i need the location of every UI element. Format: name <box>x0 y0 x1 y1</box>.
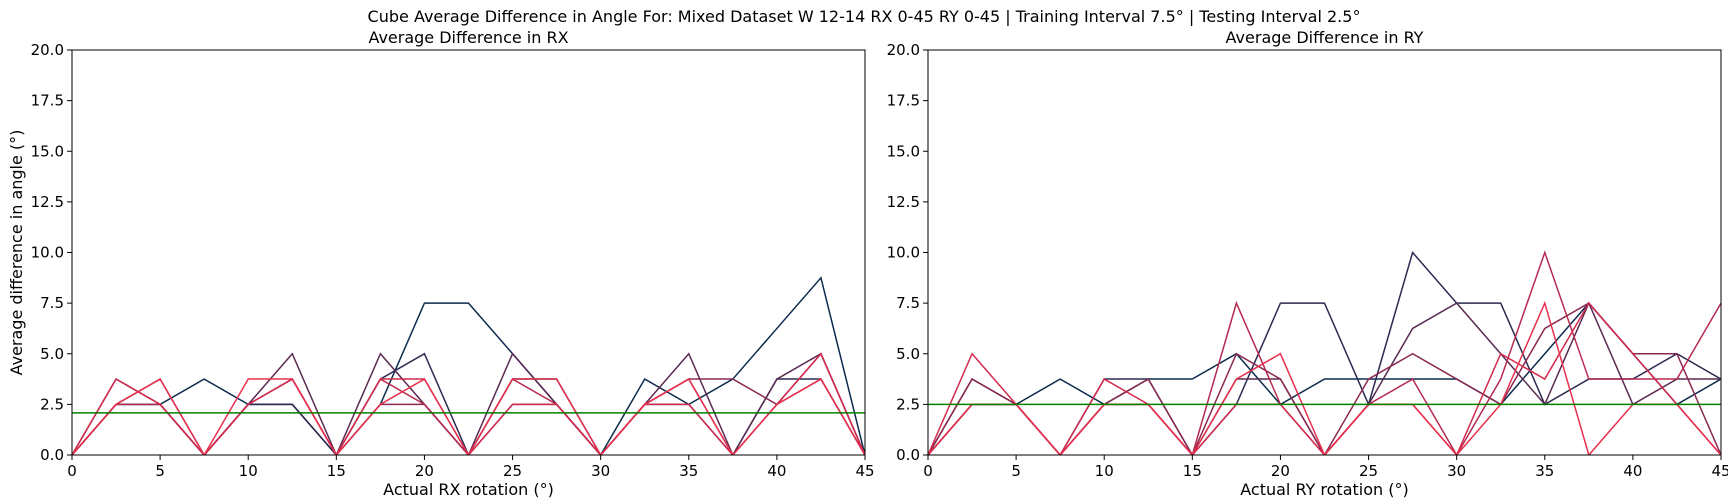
y-tick-label: 10.0 <box>887 244 920 262</box>
series-line-5 <box>928 250 1721 455</box>
y-tick-label: 17.5 <box>887 92 920 110</box>
y-tick-label: 20.0 <box>31 41 64 59</box>
series-line-7 <box>72 378 865 455</box>
y-tick-label: 5.0 <box>896 345 920 363</box>
series-line-4 <box>72 352 865 455</box>
x-tick-label: 15 <box>1183 462 1202 480</box>
y-tick-label: 0.0 <box>40 446 64 464</box>
y-tick-label: 15.0 <box>31 142 64 160</box>
y-tick-label: 0.0 <box>896 446 920 464</box>
y-tick-label: 2.5 <box>40 395 64 413</box>
y-tick-label: 17.5 <box>31 92 64 110</box>
series-line-5 <box>72 378 865 455</box>
plot-area <box>928 250 1721 455</box>
axes-frame <box>71 49 866 456</box>
y-axis-label: Average difference in angle (°) <box>7 130 26 376</box>
plot-area <box>72 276 865 455</box>
x-tick-label: 35 <box>679 462 698 480</box>
x-tick-label: 0 <box>923 462 933 480</box>
x-tick-label: 45 <box>1711 462 1728 480</box>
y-tick-label: 5.0 <box>40 345 64 363</box>
series-line-6 <box>928 301 1721 455</box>
x-tick-label: 20 <box>1271 462 1290 480</box>
x-tick-label: 30 <box>591 462 610 480</box>
axes-frame <box>927 49 1722 456</box>
x-tick-label: 20 <box>415 462 434 480</box>
y-tick-label: 12.5 <box>887 193 920 211</box>
series-line-1 <box>72 276 865 455</box>
x-tick-label: 10 <box>239 462 258 480</box>
x-tick-label: 10 <box>1095 462 1114 480</box>
x-tick-label: 30 <box>1447 462 1466 480</box>
x-tick-label: 5 <box>1011 462 1021 480</box>
x-tick-label: 40 <box>1623 462 1642 480</box>
x-tick-label: 40 <box>767 462 786 480</box>
x-tick-label: 0 <box>67 462 77 480</box>
x-axis-label: Actual RY rotation (°) <box>1240 480 1408 499</box>
x-axis-label: Actual RX rotation (°) <box>383 480 554 499</box>
panel-ry: Average Difference in RY 0 5 10 15 20 25 30 35 40… <box>887 28 1728 499</box>
x-tick-label: 35 <box>1535 462 1554 480</box>
y-tick-label: 2.5 <box>896 395 920 413</box>
chart-title: Average Difference in RY <box>1226 28 1424 47</box>
figure-suptitle: Cube Average Difference in Angle For: Mi… <box>368 7 1361 26</box>
x-tick-label: 15 <box>327 462 346 480</box>
panel-rx: Average Difference in RX 0 5 10 15 20 25 30 35 40… <box>7 28 875 499</box>
y-tick-label: 20.0 <box>887 41 920 59</box>
y-tick-label: 15.0 <box>887 142 920 160</box>
y-tick-label: 7.5 <box>896 294 920 312</box>
chart-title: Average Difference in RX <box>368 28 568 47</box>
x-tick-label: 25 <box>503 462 522 480</box>
x-tick-label: 5 <box>155 462 165 480</box>
y-tick-label: 10.0 <box>31 244 64 262</box>
x-tick-label: 45 <box>855 462 874 480</box>
series-line-2 <box>928 250 1721 455</box>
y-tick-label: 7.5 <box>40 294 64 312</box>
y-tick-label: 12.5 <box>31 193 64 211</box>
x-tick-label: 25 <box>1359 462 1378 480</box>
